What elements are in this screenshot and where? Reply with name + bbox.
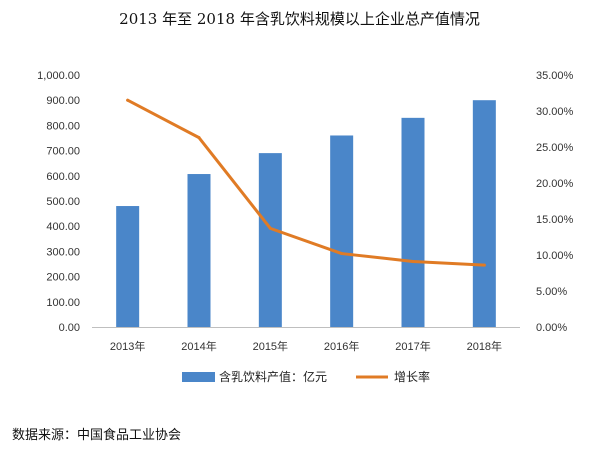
left-axis-tick-label: 700.00 — [46, 146, 80, 158]
growth-rate-point — [411, 259, 415, 263]
bar — [330, 135, 354, 327]
growth-rate-point — [268, 226, 272, 230]
left-axis-tick-label: 200.00 — [46, 272, 80, 284]
right-axis-tick-label: 15.00% — [536, 214, 574, 226]
x-axis-tick-label: 2016年 — [324, 339, 359, 353]
legend-bar-swatch — [182, 372, 215, 382]
bar — [187, 174, 211, 327]
right-axis-tick-label: 20.00% — [536, 178, 574, 190]
right-axis-tick-label: 35.00% — [536, 70, 574, 82]
growth-rate-point — [482, 263, 486, 267]
left-axis-tick-label: 900.00 — [46, 95, 80, 107]
chart-title: 2013 年至 2018 年含乳饮料规模以上企业总产值情况 — [119, 10, 480, 28]
right-axis-tick-label: 10.00% — [536, 250, 574, 262]
growth-rate-point — [340, 252, 344, 256]
legend-bar-label: 含乳饮料产值：亿元 — [219, 369, 327, 384]
left-axis-tick-label: 500.00 — [46, 196, 80, 208]
left-axis-tick-label: 600.00 — [46, 171, 80, 183]
bar — [116, 206, 140, 327]
legend-line-label: 增长率 — [394, 369, 430, 384]
left-axis-tick-label: 300.00 — [46, 246, 80, 258]
left-axis-tick-label: 800.00 — [46, 120, 80, 132]
growth-rate-point — [197, 136, 201, 140]
left-axis-tick-label: 400.00 — [46, 221, 80, 233]
right-axis-tick-label: 5.00% — [536, 286, 567, 298]
growth-rate-point — [126, 98, 130, 102]
left-axis-tick-label: 1,000.00 — [37, 70, 80, 82]
x-axis-tick-label: 2017年 — [395, 339, 430, 353]
growth-rate-line — [126, 98, 486, 267]
left-axis-tick-label: 0.00 — [59, 322, 80, 334]
source-note: 数据来源：中国食品工业协会 — [12, 428, 182, 443]
bar — [258, 153, 282, 327]
x-axis-tick-label: 2013年 — [110, 339, 145, 353]
x-axis-tick-label: 2018年 — [467, 339, 502, 353]
right-axis-tick-label: 30.00% — [536, 106, 574, 118]
bar — [472, 100, 496, 327]
bar — [401, 117, 425, 327]
right-axis-tick-label: 25.00% — [536, 142, 574, 154]
x-axis-tick-label: 2015年 — [253, 339, 288, 353]
left-axis-tick-label: 100.00 — [46, 297, 80, 309]
x-axis-tick-label: 2014年 — [181, 339, 216, 353]
right-axis-tick-label: 0.00% — [536, 322, 567, 334]
